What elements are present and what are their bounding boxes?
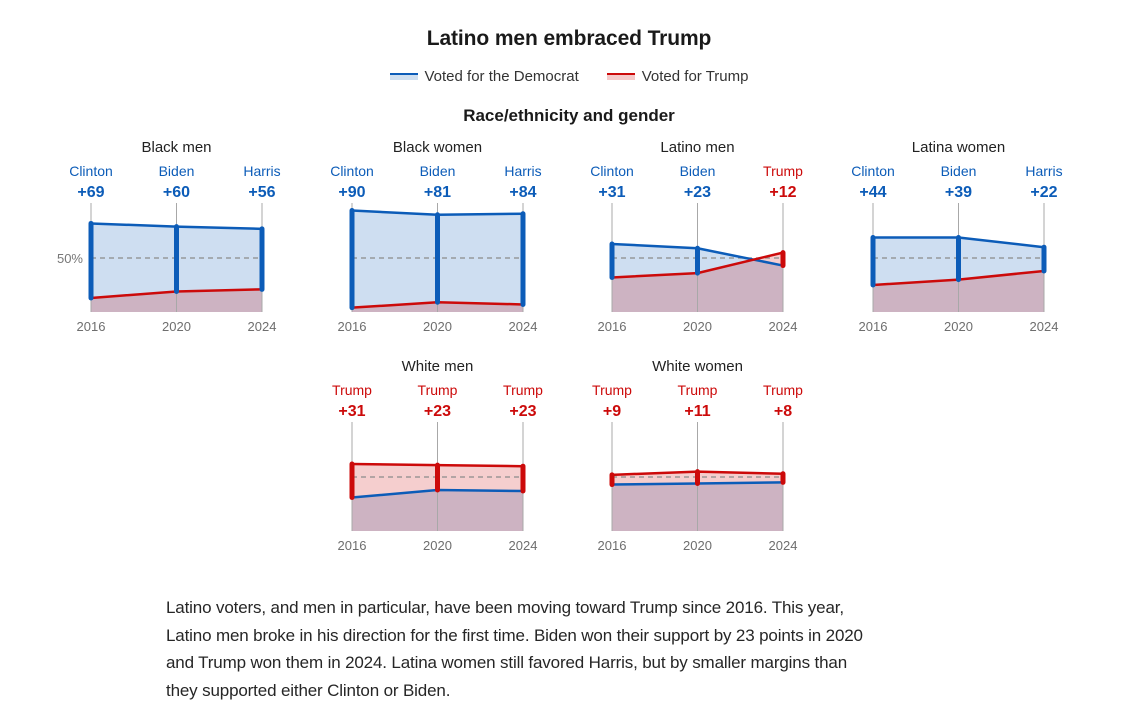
year-tick-label: 2020 <box>944 319 973 334</box>
leader-name-label: Harris <box>243 163 280 179</box>
year-tick-label: 2016 <box>338 538 367 553</box>
leader-name-label: Trump <box>678 382 718 398</box>
margin-label: +23 <box>424 403 451 420</box>
year-tick-label: 2024 <box>769 538 798 553</box>
year-tick-label: 2024 <box>1030 319 1059 334</box>
year-tick-label: 2016 <box>77 319 106 334</box>
leader-name-label: Biden <box>159 163 195 179</box>
margin-label: +23 <box>509 403 536 420</box>
margin-label: +8 <box>774 403 792 420</box>
year-tick-label: 2016 <box>859 319 888 334</box>
margin-label: +23 <box>684 184 711 201</box>
leader-name-label: Trump <box>332 382 372 398</box>
leader-name-label: Clinton <box>69 163 113 179</box>
leader-name-label: Trump <box>763 163 803 179</box>
margin-label: +12 <box>769 184 796 201</box>
reference-50-label: 50% <box>57 251 83 266</box>
leader-name-label: Clinton <box>590 163 634 179</box>
year-tick-label: 2016 <box>338 319 367 334</box>
paragraph-line: Latino voters, and men in particular, ha… <box>166 594 1026 622</box>
year-tick-label: 2016 <box>598 319 627 334</box>
leader-name-label: Biden <box>941 163 977 179</box>
leader-name-label: Biden <box>420 163 456 179</box>
panel-title: White men <box>402 358 474 375</box>
margin-label: +31 <box>338 403 365 420</box>
paragraph-line: Latino men broke in his direction for th… <box>166 622 1026 650</box>
year-tick-label: 2024 <box>769 319 798 334</box>
year-tick-label: 2020 <box>683 538 712 553</box>
panel-title: Black men <box>141 139 211 156</box>
margin-label: +60 <box>163 184 190 201</box>
panel-title: White women <box>652 358 743 375</box>
margin-label: +69 <box>77 184 104 201</box>
article-paragraph: Latino voters, and men in particular, ha… <box>166 594 1026 704</box>
year-tick-label: 2024 <box>509 319 538 334</box>
margin-label: +90 <box>338 184 365 201</box>
year-tick-label: 2020 <box>423 319 452 334</box>
paragraph-line: and Trump won them in 2024. Latina women… <box>166 649 1026 677</box>
year-tick-label: 2020 <box>162 319 191 334</box>
leader-name-label: Trump <box>592 382 632 398</box>
panel-title: Latino men <box>660 139 734 156</box>
margin-label: +22 <box>1030 184 1057 201</box>
margin-label: +9 <box>603 403 621 420</box>
leader-name-label: Clinton <box>330 163 374 179</box>
year-tick-label: 2020 <box>423 538 452 553</box>
margin-label: +39 <box>945 184 972 201</box>
year-tick-label: 2020 <box>683 319 712 334</box>
year-tick-label: 2016 <box>598 538 627 553</box>
leader-name-label: Harris <box>504 163 541 179</box>
leader-name-label: Trump <box>418 382 458 398</box>
leader-name-label: Clinton <box>851 163 895 179</box>
small-multiples-chart: Black men Clinton +69 2016 Biden +60 2020 Harri… <box>0 0 1138 580</box>
margin-label: +31 <box>598 184 625 201</box>
leader-name-label: Biden <box>680 163 716 179</box>
margin-label: +11 <box>684 403 710 420</box>
year-tick-label: 2024 <box>248 319 277 334</box>
leader-name-label: Harris <box>1025 163 1062 179</box>
margin-label: +81 <box>424 184 451 201</box>
leader-name-label: Trump <box>503 382 543 398</box>
margin-label: +44 <box>859 184 886 201</box>
leader-name-label: Trump <box>763 382 803 398</box>
panel-title: Black women <box>393 139 482 156</box>
year-tick-label: 2024 <box>509 538 538 553</box>
margin-label: +84 <box>509 184 536 201</box>
margin-label: +56 <box>248 184 275 201</box>
panel-title: Latina women <box>912 139 1005 156</box>
